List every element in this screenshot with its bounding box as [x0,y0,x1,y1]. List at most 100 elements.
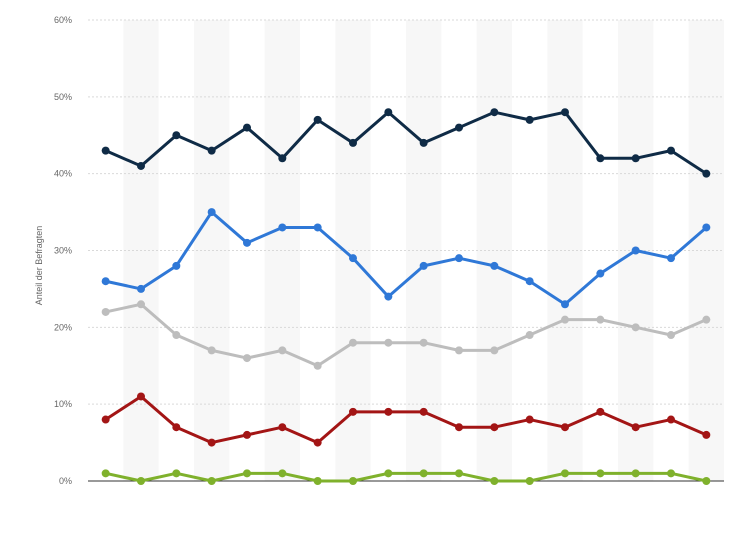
column-band [194,20,230,481]
column-band [476,20,512,481]
data-point [596,269,605,278]
data-point [667,469,675,478]
data-point [631,469,640,478]
column-band [264,20,300,481]
data-point [455,346,463,355]
data-point [490,346,499,355]
data-point [172,261,181,270]
data-point [207,208,216,217]
data-point [525,477,534,485]
gridlines [88,19,724,405]
data-point [419,338,428,347]
data-point [490,108,499,117]
data-point [207,477,216,485]
series-line-5 [104,471,708,483]
data-point [243,354,251,363]
data-point [278,223,287,232]
data-point [525,115,534,124]
data-point [490,423,499,432]
data-point [702,430,711,439]
series-points [101,108,711,485]
data-point [313,477,322,485]
y-tick-label: 20% [54,322,72,332]
data-point [419,407,428,416]
data-point [243,123,251,132]
y-tick-label: 30% [54,246,72,256]
data-point [667,146,675,155]
data-point [101,415,110,424]
data-point [667,415,675,424]
series-line-3 [104,302,708,368]
data-point [101,146,110,155]
data-point [419,261,428,270]
data-point [561,423,569,432]
data-point [596,407,605,416]
data-point [137,161,145,170]
data-point [419,138,428,147]
data-point [137,477,145,485]
data-point [101,277,110,286]
y-tick-label: 50% [54,92,72,102]
data-point [631,246,640,255]
data-point [384,338,393,347]
data-point [419,469,428,478]
data-point [172,331,181,340]
data-point [455,469,463,478]
data-point [137,392,145,401]
column-band [406,20,442,481]
series-line-2 [104,210,708,306]
data-point [384,407,393,416]
data-point [278,469,287,478]
data-point [243,430,251,439]
data-point [667,331,675,340]
data-point [137,300,145,309]
data-point [349,254,357,263]
data-point [631,154,640,163]
data-point [384,469,393,478]
series-line-4 [104,394,708,445]
data-point [172,131,181,140]
series-line-1 [104,110,708,176]
data-point [313,115,322,124]
data-point [667,254,675,263]
data-point [702,477,711,485]
y-tick-label: 10% [54,399,72,409]
y-tick-label: 40% [54,169,72,179]
data-point [137,284,145,293]
data-point [561,300,569,309]
data-point [525,331,534,340]
data-point [207,146,216,155]
data-point [596,315,605,324]
data-point [207,346,216,355]
data-point [278,423,287,432]
column-band [688,20,724,481]
data-point [596,469,605,478]
data-point [561,469,569,478]
y-axis-ticks: 0% 10% 20% 30% 40% 50% 60% [54,15,72,486]
y-tick-label: 60% [54,15,72,25]
data-point [384,292,393,301]
data-point [702,315,711,324]
data-point [207,438,216,447]
data-point [172,423,181,432]
data-point [101,469,110,478]
data-point [490,477,499,485]
data-point [525,415,534,424]
data-point [631,423,640,432]
series-lines [104,110,708,483]
data-point [455,254,463,263]
y-tick-label: 0% [59,476,72,486]
data-point [631,323,640,332]
data-point [313,438,322,447]
data-point [525,277,534,286]
data-point [349,338,357,347]
data-point [349,407,357,416]
data-point [349,477,357,485]
data-point [243,238,251,247]
data-point [278,346,287,355]
data-point [278,154,287,163]
data-point [596,154,605,163]
data-point [455,123,463,132]
